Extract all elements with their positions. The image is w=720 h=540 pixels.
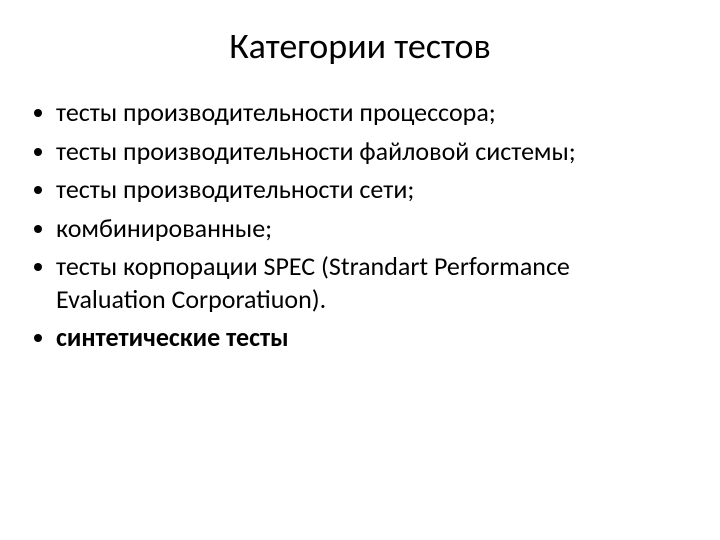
- bullet-marker-icon: [34, 334, 42, 342]
- bullet-item: тесты производительности процессора;: [34, 96, 680, 129]
- bullet-text: тесты производительности файловой систем…: [56, 135, 576, 168]
- bullet-marker-icon: [34, 225, 42, 233]
- bullet-marker-icon: [34, 148, 42, 156]
- bullet-marker-icon: [34, 263, 42, 271]
- bullet-text: тесты производительности сети;: [56, 173, 414, 206]
- bullet-marker-icon: [34, 186, 42, 194]
- bullet-item: синтетические тесты: [34, 321, 680, 354]
- bullet-marker-icon: [34, 109, 42, 117]
- bullet-item: тесты корпорации SPEC (Strandart Perform…: [34, 250, 680, 315]
- bullet-item: тесты производительности файловой систем…: [34, 135, 680, 168]
- slide: Категории тестов тесты производительност…: [0, 0, 720, 540]
- bullet-text: синтетические тесты: [56, 321, 289, 354]
- bullet-item: тесты производительности сети;: [34, 173, 680, 206]
- bullet-text: тесты корпорации SPEC (Strandart Perform…: [56, 250, 680, 315]
- bullet-text: тесты производительности процессора;: [56, 96, 496, 129]
- bullet-text: комбинированные;: [56, 212, 272, 245]
- bullet-item: комбинированные;: [34, 212, 680, 245]
- slide-title: Категории тестов: [0, 24, 720, 68]
- slide-body: тесты производительности процессора; тес…: [0, 96, 720, 354]
